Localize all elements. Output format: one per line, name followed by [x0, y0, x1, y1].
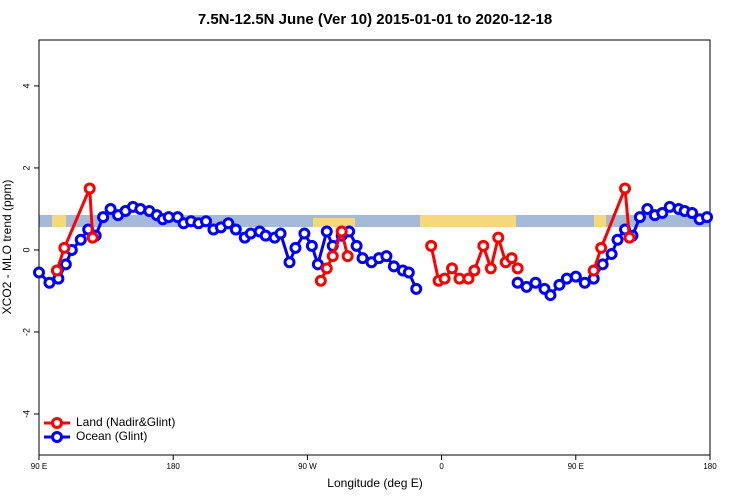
data-point	[320, 262, 333, 275]
data-point	[58, 241, 71, 254]
y-tick-label: 4	[21, 83, 31, 88]
data-point	[633, 211, 646, 224]
data-point	[387, 260, 400, 273]
data-point	[596, 258, 609, 271]
x-tick-label: 0	[439, 462, 444, 471]
data-point	[553, 278, 566, 291]
data-point	[283, 256, 296, 269]
data-point	[446, 262, 459, 275]
data-point	[410, 282, 423, 295]
data-point	[229, 223, 242, 236]
data-point	[83, 182, 96, 195]
data-point	[686, 207, 699, 220]
data-point	[97, 211, 110, 224]
x-tick-label: 90 E	[568, 462, 584, 471]
data-point	[86, 231, 99, 244]
data-point	[492, 231, 505, 244]
data-point	[605, 248, 618, 261]
legend-marker	[51, 431, 63, 443]
data-point	[326, 250, 339, 263]
x-tick-label: 90 E	[31, 462, 47, 471]
data-point	[33, 266, 45, 279]
data-point	[529, 276, 542, 289]
data-point	[74, 233, 87, 246]
y-tick-label: 2	[21, 165, 31, 170]
x-tick-label: 180	[703, 462, 717, 471]
data-point	[356, 252, 369, 265]
plot-frame	[38, 39, 711, 456]
land-patch	[594, 215, 606, 227]
data-point	[468, 264, 481, 277]
y-tick-label: 0	[21, 247, 31, 252]
data-point	[320, 225, 333, 238]
legend-label: Land (Nadir&Glint)	[76, 415, 175, 429]
data-point	[477, 239, 490, 252]
land-patch	[313, 218, 355, 227]
data-point	[569, 270, 582, 283]
data-point	[544, 289, 557, 302]
data-point	[619, 182, 632, 195]
data-point	[43, 276, 56, 289]
data-point	[656, 207, 669, 220]
data-point	[380, 250, 393, 263]
data-point	[222, 217, 235, 230]
data-point	[425, 239, 438, 252]
data-point	[341, 250, 354, 263]
data-point	[462, 272, 475, 285]
plot-area: -4 -2 0 2 4 90 E 180 90 W 0 90 E 180 Land (Nadir&Gl…	[21, 83, 717, 471]
legend-marker	[51, 417, 63, 429]
x-tick-label: 90 W	[298, 462, 317, 471]
y-tick-label: -4	[21, 410, 31, 418]
data-point	[623, 231, 636, 244]
data-point	[311, 258, 324, 271]
data-point	[274, 227, 287, 240]
data-point	[59, 258, 72, 271]
data-point	[200, 215, 213, 228]
data-point	[335, 225, 348, 238]
data-point	[701, 211, 714, 224]
y-axis-label: XCO2 - MLO trend (ppm)	[0, 180, 14, 315]
data-point	[520, 280, 533, 293]
x-tick-label: 180	[167, 462, 181, 471]
data-point	[438, 272, 451, 285]
data-point	[505, 252, 518, 265]
data-point	[595, 241, 608, 254]
data-point	[298, 227, 311, 240]
x-axis-label: Longitude (deg E)	[327, 476, 422, 490]
data-point	[641, 202, 654, 215]
y-tick-label: -2	[21, 328, 31, 336]
data-point	[314, 274, 327, 287]
data-point	[587, 264, 600, 277]
data-point	[611, 233, 624, 246]
data-point	[578, 276, 591, 289]
data-point	[350, 239, 363, 252]
data-point	[305, 239, 318, 252]
land-patch	[420, 215, 516, 227]
legend-label: Ocean (Glint)	[76, 429, 147, 443]
data-point	[50, 264, 63, 277]
data-point	[289, 241, 302, 254]
land-patch	[52, 215, 66, 227]
data-point	[104, 202, 117, 215]
data-point	[511, 276, 524, 289]
data-point	[511, 262, 524, 275]
chart-title: 7.5N-12.5N June (Ver 10) 2015-01-01 to 2…	[198, 11, 552, 28]
data-point	[484, 262, 497, 275]
data-point	[402, 266, 415, 279]
